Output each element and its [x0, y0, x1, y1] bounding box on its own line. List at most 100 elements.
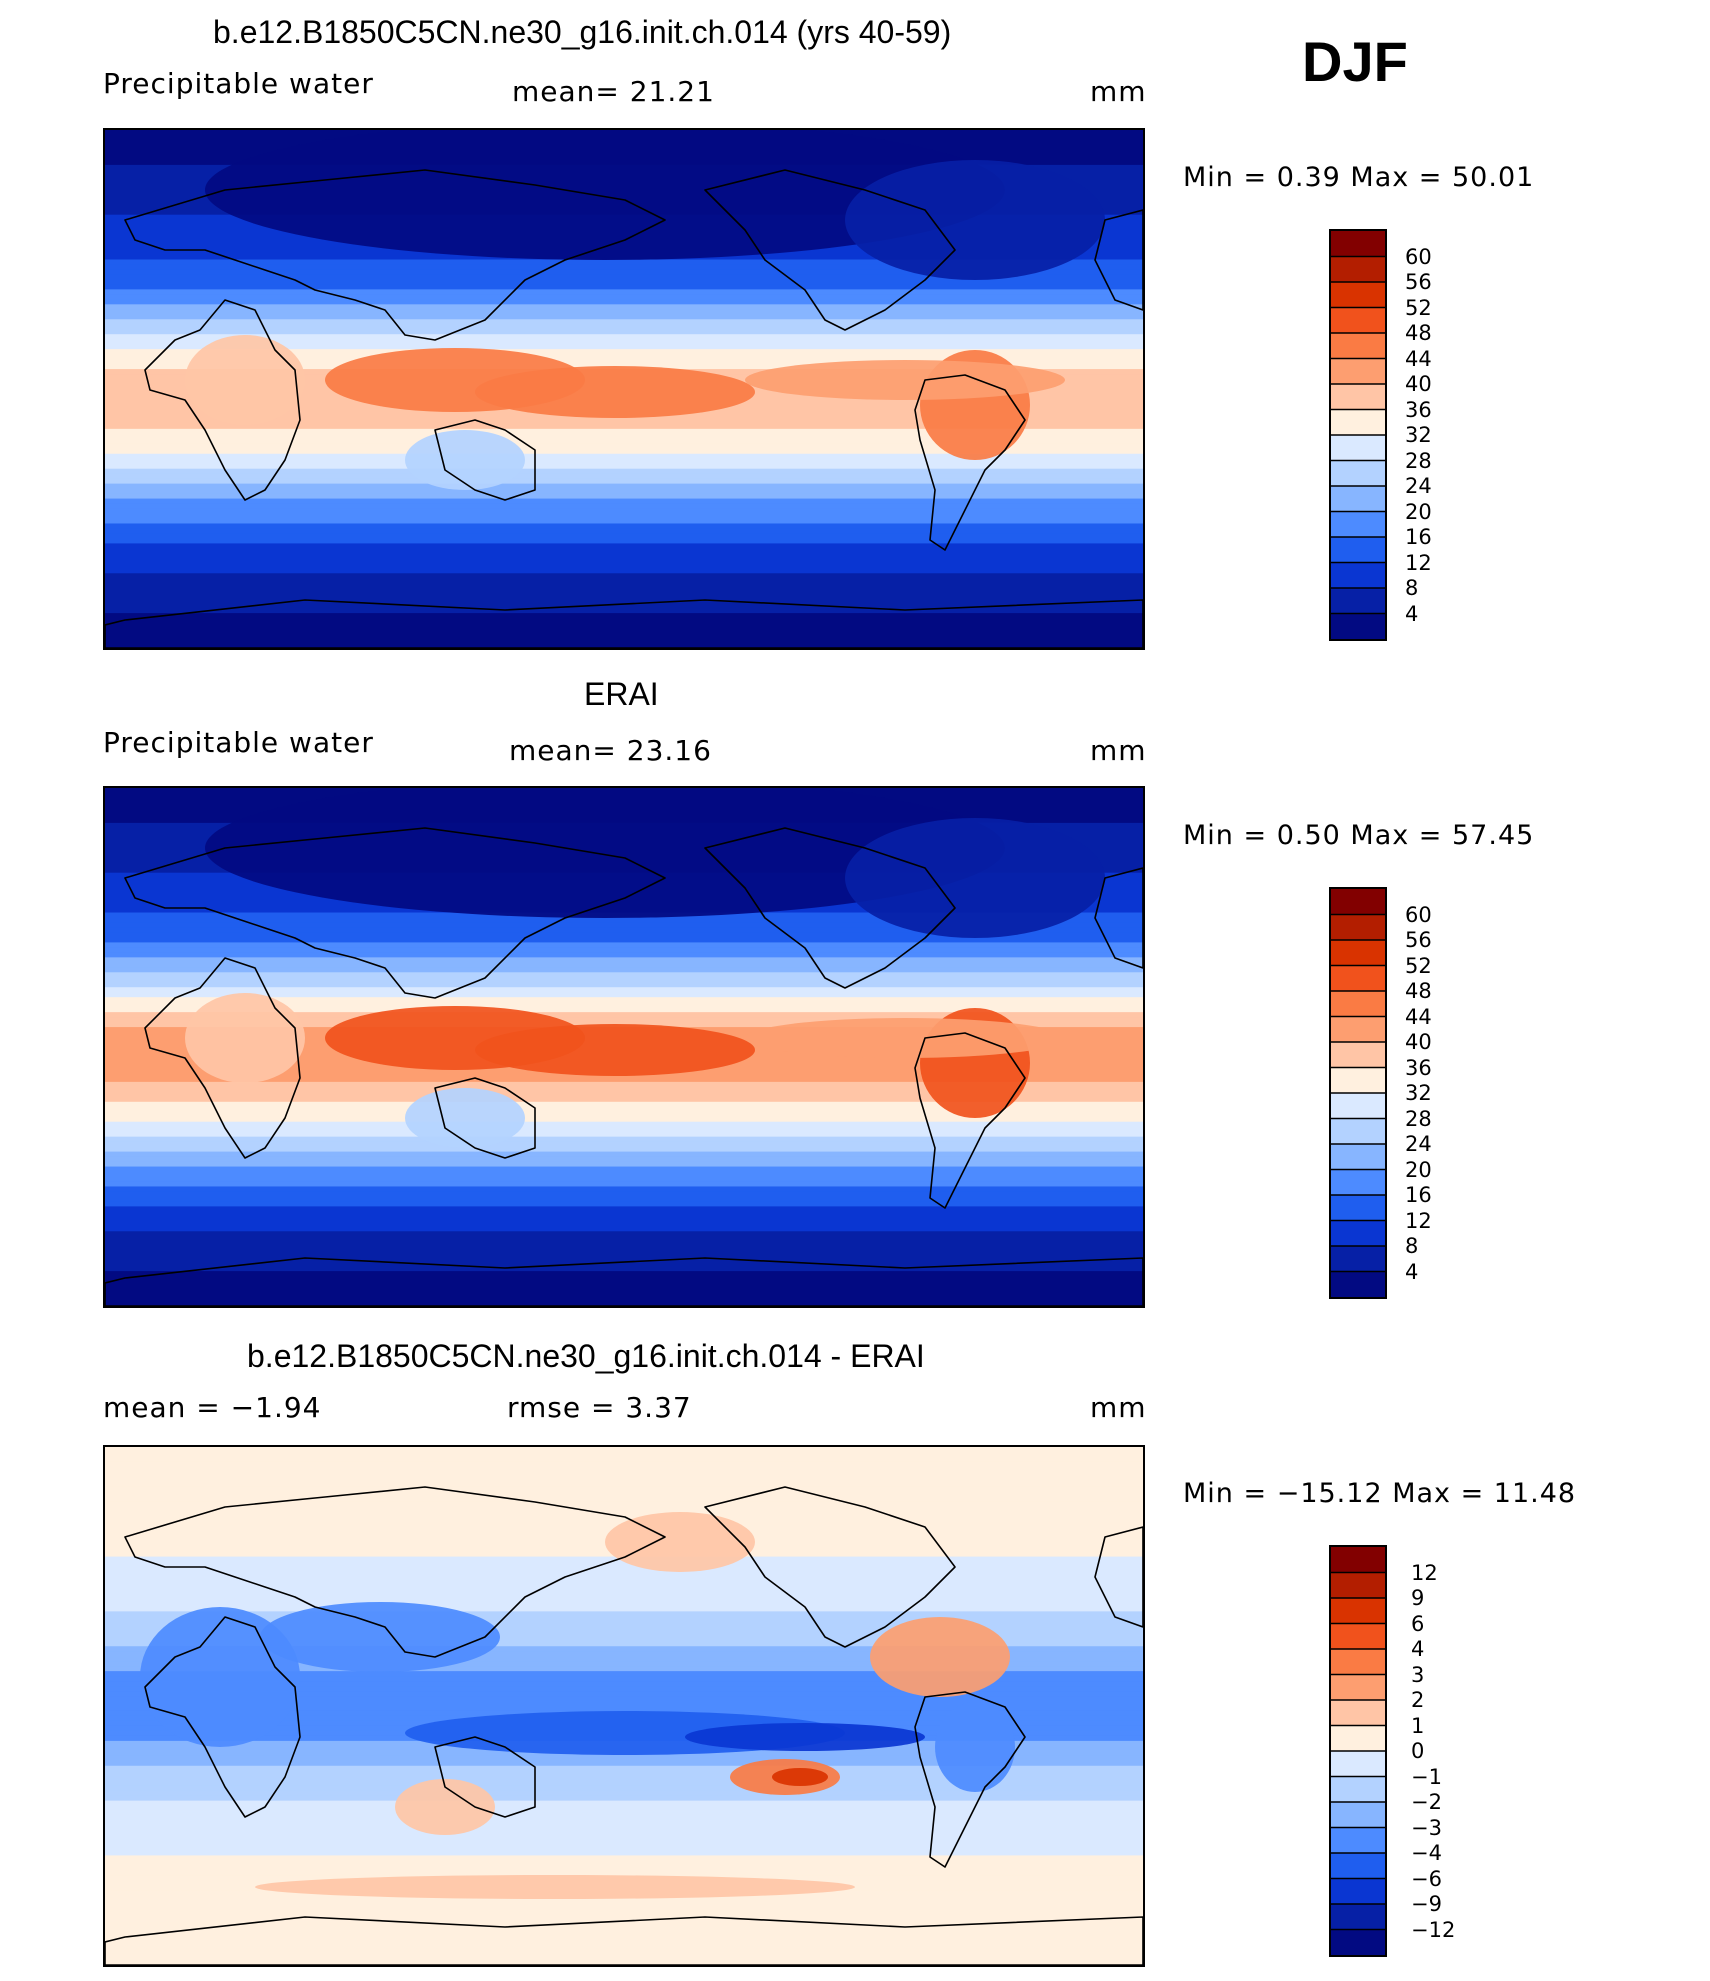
map-zonal-band	[105, 1945, 1143, 1951]
colorbar-bin	[1331, 1220, 1385, 1247]
map-zonal-band	[105, 952, 1143, 958]
map-zonal-band	[105, 1146, 1143, 1153]
map-zonal-band	[105, 1506, 1143, 1513]
map-zonal-band	[105, 349, 1143, 355]
map-zonal-band	[105, 1101, 1143, 1108]
colorbar-bin	[1331, 1725, 1385, 1752]
map-zonal-band	[105, 1805, 1143, 1812]
panel-2-stats: Min = 0.50 Max = 57.45	[1183, 820, 1535, 851]
colorbar-tick-label: 40	[1405, 372, 1432, 396]
map-zonal-band	[105, 1631, 1143, 1637]
map-zonal-band	[105, 917, 1143, 924]
colorbar-bin	[1331, 940, 1385, 966]
colorbar-tick-label: 20	[1405, 1157, 1432, 1182]
map-zonal-band	[105, 463, 1143, 470]
map-zonal-band	[105, 284, 1143, 290]
colorbar-bin	[1331, 1674, 1385, 1701]
map-zonal-band	[105, 1770, 1143, 1777]
map-zonal-band	[105, 438, 1143, 445]
map-zonal-band	[105, 1780, 1143, 1787]
colorbar-bin	[1331, 1093, 1385, 1119]
map-zonal-band	[105, 1291, 1143, 1297]
map-zonal-band	[105, 1246, 1143, 1252]
map-zonal-band	[105, 1561, 1143, 1568]
map-feature	[935, 1702, 1015, 1792]
colorbar-tick-label: 24	[1405, 1132, 1432, 1156]
map-zonal-band	[105, 992, 1143, 998]
map-zonal-band	[105, 1850, 1143, 1857]
map-zonal-band	[105, 1596, 1143, 1602]
colorbar-bin	[1331, 1904, 1385, 1930]
map-zonal-band	[105, 568, 1143, 574]
map-zonal-band	[105, 1691, 1143, 1697]
map-zonal-band	[105, 548, 1143, 554]
panel-2-map	[103, 786, 1145, 1308]
map-zonal-band	[105, 1955, 1143, 1961]
continent-outline	[434, 1077, 536, 1159]
continent-outline	[105, 599, 1143, 648]
map-zonal-band	[105, 1925, 1143, 1931]
map-zonal-band	[105, 1501, 1143, 1508]
colorbar-tick-label: 56	[1405, 928, 1432, 952]
colorbar-tick-label: 36	[1405, 397, 1432, 422]
map-zonal-band	[105, 503, 1143, 510]
map-zonal-band	[105, 458, 1143, 465]
colorbar-bin	[1331, 333, 1385, 359]
map-zonal-band	[105, 628, 1143, 634]
colorbar-tick-label: 20	[1405, 499, 1432, 524]
panel-2-colorbar-svg	[1331, 889, 1385, 1297]
colorbar-bin	[1331, 588, 1385, 614]
continent-outline	[144, 299, 301, 501]
panel-2-mean-label: mean= 23.16	[509, 734, 712, 767]
colorbar-bin	[1331, 889, 1385, 915]
panel-2-title: ERAI	[584, 676, 659, 712]
map-zonal-band	[105, 1091, 1143, 1098]
map-zonal-band	[105, 1855, 1143, 1861]
map-zonal-band	[105, 1910, 1143, 1916]
colorbar-bin	[1331, 1572, 1385, 1599]
colorbar-bin	[1331, 1751, 1385, 1777]
panel-1-variable-label: Precipitable water	[103, 67, 374, 100]
panel-2-map-svg	[105, 788, 1143, 1306]
colorbar-tick-label: 48	[1405, 321, 1432, 345]
map-feature	[772, 1768, 828, 1786]
map-zonal-band	[105, 1611, 1143, 1617]
map-zonal-band	[105, 538, 1143, 544]
map-zonal-band	[105, 1641, 1143, 1647]
colorbar-tick-label: 12	[1405, 550, 1432, 575]
map-zonal-band	[105, 1571, 1143, 1578]
map-feature	[845, 818, 1105, 938]
map-zonal-band	[105, 473, 1143, 480]
map-zonal-band	[105, 448, 1143, 455]
map-zonal-band	[105, 488, 1143, 495]
map-zonal-band	[105, 1216, 1143, 1222]
map-zonal-band	[105, 598, 1143, 604]
map-zonal-band	[105, 1171, 1143, 1178]
map-zonal-band	[105, 1765, 1143, 1772]
continent-outline	[1094, 867, 1143, 969]
map-feature	[260, 1602, 500, 1672]
map-zonal-band	[105, 1176, 1143, 1183]
map-zonal-band	[105, 1865, 1143, 1871]
map-zonal-band	[105, 1106, 1143, 1113]
colorbar-tick-label: 40	[1405, 1030, 1432, 1054]
map-feature	[140, 1607, 300, 1747]
map-zonal-band	[105, 1251, 1143, 1257]
map-zonal-band	[105, 1621, 1143, 1627]
colorbar-bin	[1331, 1776, 1385, 1803]
map-feature	[405, 1088, 525, 1148]
panel-1-colorbar	[1329, 229, 1387, 641]
colorbar-bin	[1331, 613, 1385, 639]
map-zonal-band	[105, 967, 1143, 973]
map-zonal-band	[105, 1161, 1143, 1168]
map-zonal-band	[105, 314, 1143, 320]
map-zonal-band	[105, 1116, 1143, 1123]
map-zonal-band	[105, 1226, 1143, 1232]
map-feature	[845, 160, 1105, 280]
map-zonal-band	[105, 1661, 1143, 1667]
map-zonal-band	[105, 1845, 1143, 1852]
map-zonal-band	[105, 563, 1143, 569]
colorbar-tick-label: −9	[1411, 1892, 1442, 1916]
colorbar-bin	[1331, 1827, 1385, 1854]
map-zonal-band	[105, 1002, 1143, 1008]
